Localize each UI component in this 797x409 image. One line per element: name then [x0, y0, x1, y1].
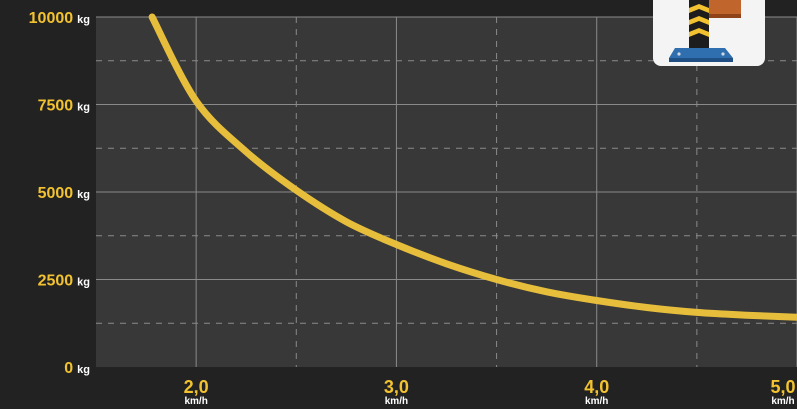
- y-tick-value: 2500: [38, 273, 74, 290]
- x-tick-label: 3,0km/h: [384, 377, 409, 407]
- y-tick-unit: kg: [77, 102, 90, 114]
- y-tick-unit: kg: [77, 189, 90, 201]
- bollard-post-icon: [669, 0, 741, 62]
- x-tick-value: 3,0: [384, 377, 409, 397]
- x-tick-unit: km/h: [585, 396, 608, 407]
- y-tick-value: 5000: [38, 185, 74, 202]
- y-tick-unit: kg: [77, 14, 90, 26]
- bollard-post-thumbnail: [653, 0, 765, 66]
- series-line: [148, 13, 797, 321]
- y-tick-label: 0 kg: [64, 360, 90, 377]
- y-tick-label: 7500 kg: [38, 98, 90, 115]
- grid: [96, 16, 797, 367]
- x-tick-label: 4,0km/h: [584, 377, 609, 407]
- y-tick-value: 7500: [38, 98, 74, 115]
- y-tick-label: 2500 kg: [38, 273, 90, 290]
- x-tick-value: 4,0: [584, 377, 609, 397]
- series-layer: [148, 13, 797, 321]
- x-tick-unit: km/h: [771, 396, 794, 407]
- x-tick-label: 2,0km/h: [184, 377, 209, 407]
- x-tick-unit: km/h: [385, 396, 408, 407]
- x-tick-value: 5,0: [770, 377, 795, 397]
- y-tick-label: 10000 kg: [29, 10, 90, 27]
- y-tick-unit: kg: [77, 364, 90, 376]
- x-tick-unit: km/h: [184, 396, 207, 407]
- x-axis-ticks: 2,0km/h3,0km/h4,0km/h5,0km/h: [184, 377, 796, 407]
- y-tick-value: 10000: [29, 10, 74, 27]
- x-tick-label: 5,0km/h: [770, 377, 795, 407]
- y-tick-label: 5000 kg: [38, 185, 90, 202]
- y-tick-unit: kg: [77, 277, 90, 289]
- x-tick-value: 2,0: [184, 377, 209, 397]
- y-tick-value: 0: [64, 360, 73, 377]
